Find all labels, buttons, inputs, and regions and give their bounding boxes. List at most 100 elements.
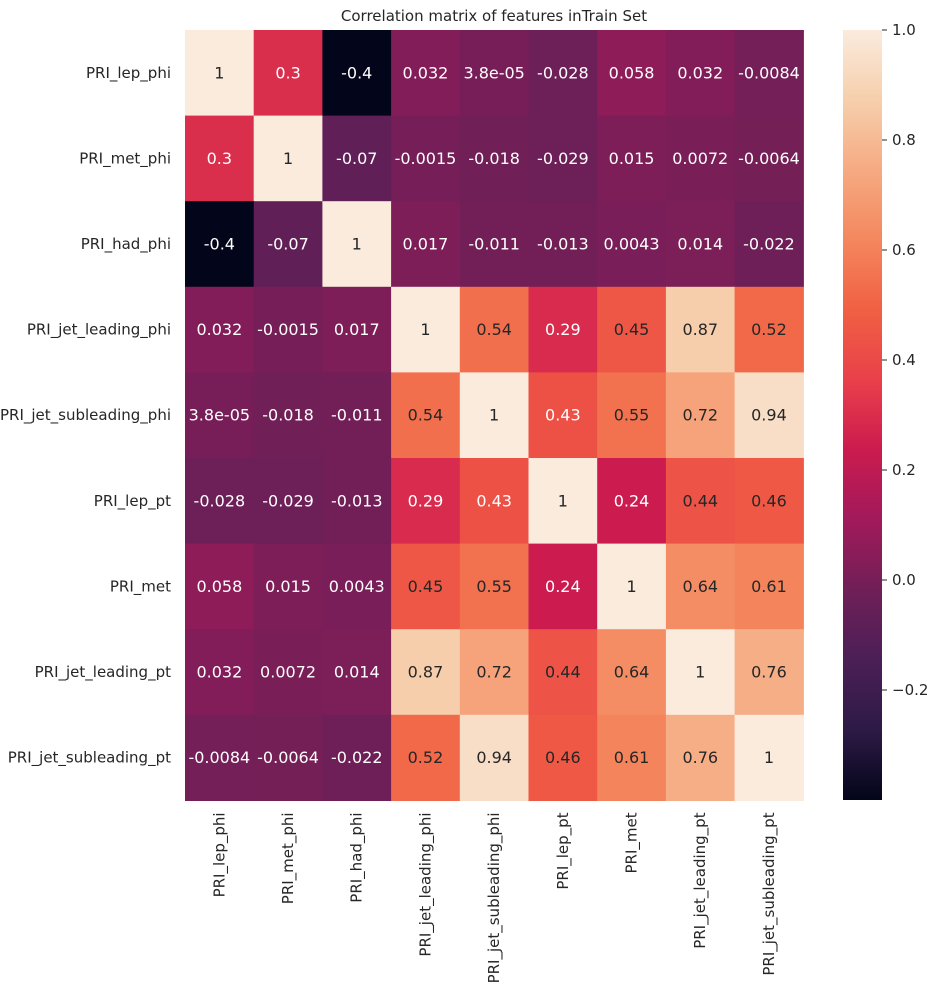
cell-annotation: 0.032 [196,663,242,682]
heatmap-cell [597,372,667,459]
heatmap-cell [734,543,804,630]
cell-annotation: 0.94 [751,406,787,425]
heatmap-cell [734,458,804,545]
y-tick-label: PRI_lep_phi [86,64,171,83]
cell-annotation: -0.0084 [738,63,800,82]
heatmap-cell [322,115,392,202]
colorbar-gradient [843,30,882,800]
cell-annotation: -0.0015 [257,320,319,339]
heatmap-cell [322,458,392,545]
heatmap-cell [528,372,598,459]
heatmap-cell [665,629,736,716]
heatmap-cell [322,543,392,630]
heatmap-cell [185,458,255,545]
heatmap-cell [528,543,598,630]
colorbar-tick-label: 1.0 [892,21,916,39]
heatmap-cell [391,714,461,801]
cell-annotation: 0.52 [408,748,444,767]
y-tick-label: PRI_jet_leading_pt [35,663,171,682]
heatmap-cell [734,714,804,801]
cell-annotation: 0.032 [677,63,723,82]
cell-annotation: 0.24 [614,491,650,510]
cell-annotation: -0.018 [262,406,314,425]
heatmap-cell [185,714,255,801]
cell-annotation: 0.55 [614,406,650,425]
cell-annotation: 0.46 [545,748,581,767]
heatmap-cell [391,201,461,288]
cell-annotation: 0.54 [476,320,512,339]
x-tick-label: PRI_jet_leading_pt [691,812,710,948]
x-tick-label: PRI_had_phi [348,812,367,902]
cell-annotation: -0.013 [331,491,383,510]
colorbar-tick-label: 0.0 [892,571,916,589]
heatmap-cell [528,201,598,288]
cell-annotation: 0.032 [196,320,242,339]
heatmap-cell [322,629,392,716]
x-tick-label: PRI_met [623,812,642,873]
cell-annotation: 1 [489,406,499,425]
cell-annotation: -0.028 [194,491,246,510]
heatmap-cell [665,714,736,801]
heatmap-cell [734,30,804,117]
heatmap-cell [734,372,804,459]
cell-annotation: 0.55 [476,577,512,596]
heatmap-cell [253,458,323,545]
cell-annotation: -0.4 [204,235,235,254]
heatmap-cell [734,286,804,373]
heatmap-cell [185,372,255,459]
cell-annotation: -0.018 [468,149,520,168]
cell-annotation: -0.07 [267,235,308,254]
heatmap-cell [665,115,736,202]
cell-annotation: 0.032 [403,63,449,82]
cell-annotation: 0.3 [275,63,300,82]
heatmap-cell [734,115,804,202]
cell-annotation: 0.0043 [604,235,660,254]
heatmap-cell [185,286,255,373]
cell-annotation: 0.44 [682,491,718,510]
cell-annotation: -0.022 [743,235,795,254]
heatmap-cell [391,30,461,117]
heatmap-cell [253,372,323,459]
heatmap-cell [253,543,323,630]
cell-annotation: 1 [420,320,430,339]
cell-annotation: 3.8e-05 [189,406,250,425]
heatmap-cell [391,629,461,716]
cell-annotation: -0.07 [336,149,377,168]
colorbar-tick-label: 0.4 [892,351,916,369]
heatmap-cell [391,115,461,202]
cell-annotation: 0.52 [751,320,787,339]
heatmap-cell [528,30,598,117]
heatmap-cell [459,458,530,545]
cell-annotation: 0.54 [408,406,444,425]
cell-annotation: 0.61 [751,577,787,596]
y-tick-label: PRI_jet_subleading_phi [0,406,171,425]
heatmap-cell [597,201,667,288]
heatmap-cell [391,458,461,545]
heatmap-cell [253,30,323,117]
heatmap-cell [734,201,804,288]
heatmap-cell [459,30,530,117]
heatmap-cell [597,115,667,202]
x-tick-label: PRI_jet_subleading_phi [485,812,504,983]
heatmap-cell [665,458,736,545]
x-axis-labels: PRI_lep_phi PRI_met_phi PRI_had_phi PRI_jet… [210,812,779,983]
cell-annotation: 0.46 [751,491,787,510]
heatmap-annotations: 1 0.3 -0.4 0.032 3.8e-05 -0.028 0.058 0.032 -0.0… [188,63,799,767]
heatmap-cell [391,372,461,459]
heatmap-cell [253,201,323,288]
cell-annotation: -0.011 [468,235,520,254]
colorbar-tick-label: 0.8 [892,131,916,149]
colorbar-tick-label: 0.6 [892,241,916,259]
cell-annotation: -0.029 [537,149,589,168]
cell-annotation: 0.015 [265,577,311,596]
heatmap-cell [185,201,255,288]
heatmap-cell [185,30,255,117]
heatmap-cell [597,286,667,373]
cell-annotation: 0.61 [614,748,650,767]
cell-annotation: 0.015 [609,149,655,168]
heatmap-cell [528,629,598,716]
heatmap-cell [185,115,255,202]
cell-annotation: 0.64 [682,577,718,596]
cell-annotation: 0.72 [476,663,512,682]
cell-annotation: 0.014 [677,235,723,254]
